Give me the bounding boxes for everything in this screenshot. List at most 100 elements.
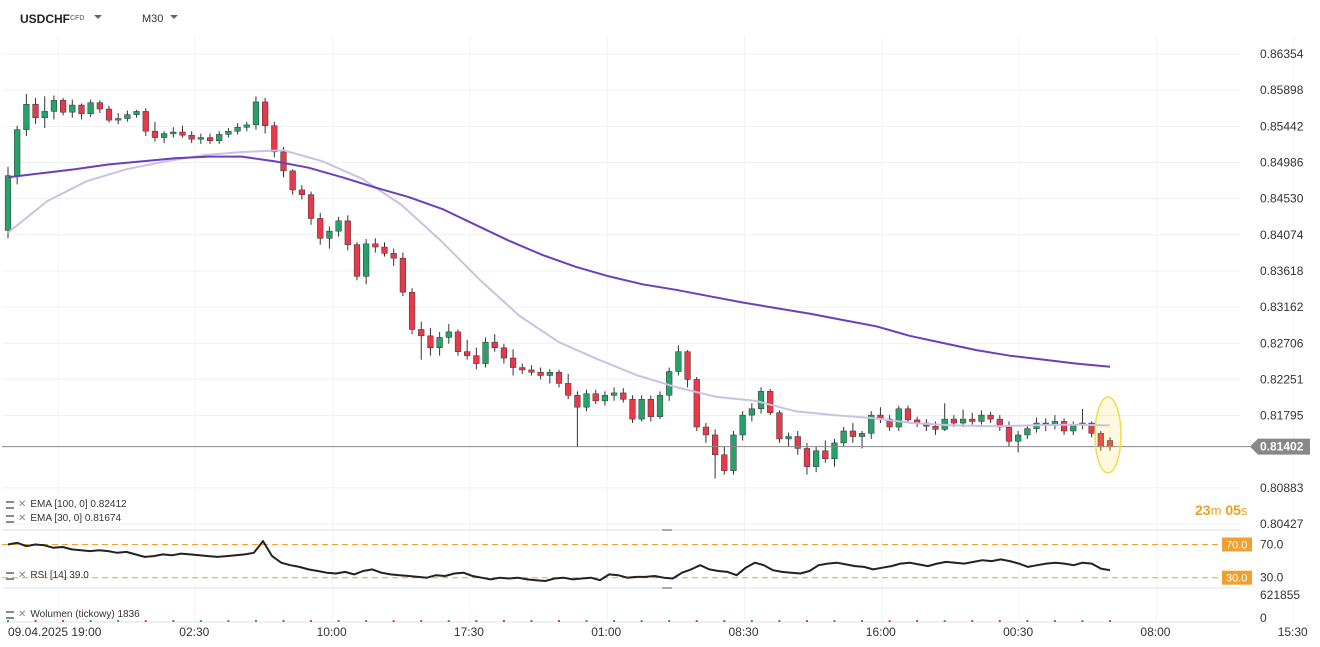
volume-bar — [337, 620, 340, 622]
candle — [748, 408, 755, 416]
volume-bar — [144, 620, 147, 622]
candle — [684, 351, 691, 380]
candle — [519, 367, 526, 371]
rsi-line — [7, 540, 1111, 582]
volume-bar — [7, 620, 9, 622]
volume-bar — [34, 620, 37, 622]
x-tick-label: 01:00 — [591, 625, 621, 639]
settings-icon[interactable] — [6, 500, 14, 509]
volume-bar — [805, 620, 808, 622]
candle — [583, 393, 590, 408]
candle — [317, 218, 324, 239]
candle — [656, 395, 664, 417]
candle — [500, 347, 507, 359]
settings-icon[interactable] — [6, 571, 14, 580]
volume-bar — [420, 620, 423, 622]
candle — [638, 399, 645, 420]
candle — [60, 100, 67, 113]
candle — [179, 131, 186, 136]
candle — [188, 134, 195, 140]
instrument-type-label: CFD — [70, 15, 85, 22]
x-tick-label: 17:30 — [454, 625, 484, 639]
symbol-label[interactable]: USDCHF — [20, 12, 70, 26]
legend-volume-label: Wolumen (tickowy) 1836 — [30, 609, 140, 620]
candle — [757, 391, 765, 410]
candle — [243, 124, 250, 128]
symbol-dropdown-icon[interactable] — [94, 15, 102, 19]
candle — [969, 418, 976, 422]
volume-bar — [254, 620, 257, 622]
current-price-tag — [1250, 438, 1310, 455]
y-tick-label: 0.80883 — [1260, 481, 1304, 495]
candle — [482, 341, 489, 364]
candle — [537, 372, 544, 376]
candle — [546, 372, 553, 376]
settings-icon[interactable] — [6, 514, 14, 523]
candle — [858, 433, 866, 437]
candle — [289, 170, 296, 191]
candle — [280, 151, 287, 172]
candle — [78, 104, 85, 115]
candle — [4, 175, 12, 231]
candle — [197, 137, 204, 140]
candle — [904, 408, 912, 421]
candle — [372, 243, 379, 248]
volume-bar — [62, 620, 65, 622]
volume-bar — [310, 620, 313, 622]
candle — [344, 220, 351, 245]
candle — [620, 392, 627, 400]
candle — [813, 450, 820, 467]
x-tick-label: 02:30 — [179, 625, 209, 639]
x-tick-label: 10:00 — [317, 625, 347, 639]
volume-bar — [585, 620, 588, 622]
volume-y-tick-label: 621855 — [1260, 588, 1300, 602]
candle — [794, 436, 801, 449]
volume-bar — [916, 620, 919, 622]
candle — [170, 131, 177, 134]
candle — [262, 101, 269, 126]
candle-countdown: 23m 05s — [1195, 502, 1247, 518]
candle — [831, 442, 838, 459]
close-icon[interactable]: ✕ — [18, 570, 27, 581]
y-tick-label: 0.82706 — [1260, 336, 1304, 350]
volume-bar — [282, 620, 285, 622]
candle — [822, 450, 829, 459]
candle — [436, 337, 443, 348]
timeframe-dropdown-icon[interactable] — [170, 15, 178, 19]
volume-bar — [861, 620, 864, 622]
y-tick-label: 0.83162 — [1260, 300, 1304, 314]
rsi-y-tick-label: 30.0 — [1260, 571, 1284, 585]
candle — [574, 395, 581, 408]
countdown-minutes-unit: m — [1210, 503, 1222, 518]
candle — [803, 448, 811, 467]
chart-header: USDCHF CFD M30 — [0, 0, 1240, 36]
candle — [133, 111, 140, 115]
candle — [124, 114, 131, 119]
candle — [739, 414, 746, 436]
timeframe-label[interactable]: M30 — [142, 13, 164, 25]
close-icon[interactable]: ✕ — [18, 499, 27, 510]
panel-resize-handle — [662, 529, 672, 531]
candle — [987, 414, 994, 420]
candle — [41, 111, 48, 119]
legend-rsi: ✕ RSI [14] 39.0 — [6, 570, 89, 581]
candle — [721, 454, 728, 471]
candle — [528, 369, 535, 373]
settings-icon[interactable] — [6, 610, 14, 619]
volume-bar — [447, 620, 450, 622]
close-icon[interactable]: ✕ — [18, 609, 27, 620]
panel-resize-handle — [662, 587, 672, 589]
candle — [427, 335, 434, 348]
volume-bar — [558, 620, 560, 622]
volume-bar — [392, 620, 395, 622]
countdown-seconds-unit: s — [1240, 503, 1248, 518]
y-tick-label: 0.80427 — [1260, 517, 1304, 531]
volume-bar — [475, 620, 478, 622]
candle — [1060, 421, 1068, 432]
close-icon[interactable]: ✕ — [18, 513, 27, 524]
candle — [23, 104, 30, 130]
candle — [730, 434, 737, 471]
candle — [14, 129, 21, 177]
candle — [693, 379, 700, 428]
